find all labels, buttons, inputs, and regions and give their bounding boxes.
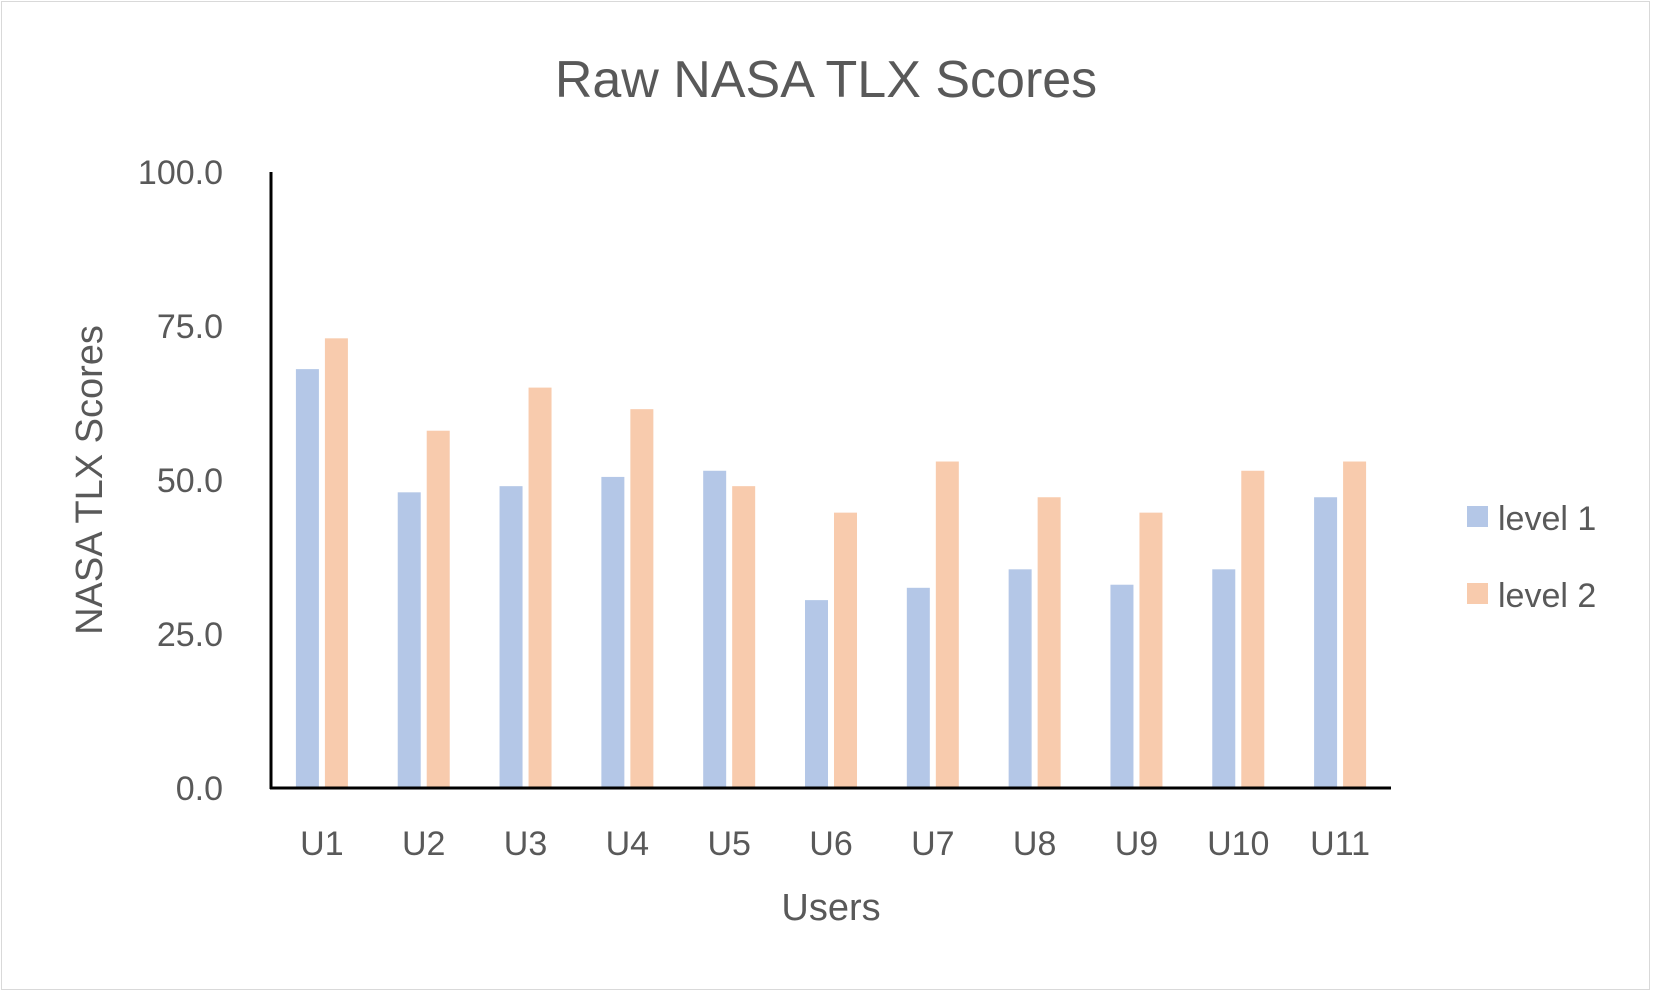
bar-level-2-u7 xyxy=(935,461,959,788)
x-tick-label-u10: U10 xyxy=(1207,825,1269,863)
y-axis-label: NASA TLX Scores xyxy=(69,325,111,635)
y-tick-label-50-0: 50.0 xyxy=(157,462,223,500)
legend-label-level-1: level 1 xyxy=(1498,500,1596,538)
bar-level-1-u7 xyxy=(906,587,930,788)
y-tick-label-100-0: 100.0 xyxy=(138,154,223,192)
bar-level-2-u3 xyxy=(528,387,552,788)
bar-level-2-u1 xyxy=(324,338,348,788)
x-tick-labels: U1 U2 U3 U4 U5 U6 U7 U8 U9 U10 U11 xyxy=(300,825,1370,863)
bar-level-2-u8 xyxy=(1037,497,1061,788)
bar-level-2-u10 xyxy=(1241,470,1265,788)
legend: level 1 level 2 xyxy=(1467,500,1596,615)
bar-level-1-u8 xyxy=(1008,569,1032,788)
y-tick-label-0-0: 0.0 xyxy=(176,770,223,808)
bar-level-1-u1 xyxy=(295,369,319,788)
x-tick-label-u3: U3 xyxy=(504,825,547,863)
bar-level-1-u11 xyxy=(1314,497,1338,788)
x-tick-label-u5: U5 xyxy=(707,825,750,863)
bar-level-2-u11 xyxy=(1343,461,1367,788)
y-tick-label-75-0: 75.0 xyxy=(157,308,223,346)
bars-group xyxy=(295,338,1367,788)
x-tick-label-u11: U11 xyxy=(1310,825,1370,863)
bar-level-1-u2 xyxy=(397,492,421,788)
y-tick-labels: 0.0 25.0 50.0 75.0 100.0 xyxy=(138,154,223,808)
x-tick-label-u9: U9 xyxy=(1115,825,1158,863)
bar-level-2-u4 xyxy=(630,409,654,788)
bar-level-2-u9 xyxy=(1139,512,1163,788)
bar-level-1-u9 xyxy=(1110,584,1134,788)
x-tick-label-u6: U6 xyxy=(809,825,852,863)
legend-swatch-level-1 xyxy=(1467,506,1488,527)
bar-level-1-u4 xyxy=(601,476,625,788)
x-tick-label-u8: U8 xyxy=(1013,825,1056,863)
bar-level-2-u2 xyxy=(426,430,450,788)
x-tick-label-u7: U7 xyxy=(911,825,954,863)
bar-level-2-u6 xyxy=(834,512,857,788)
legend-swatch-level-2 xyxy=(1467,583,1488,604)
x-tick-label-u1: U1 xyxy=(300,825,343,863)
legend-label-level-2: level 2 xyxy=(1498,577,1596,615)
bar-level-1-u10 xyxy=(1212,569,1236,788)
bar-level-1-u3 xyxy=(499,486,523,788)
axes xyxy=(269,172,1391,790)
chart-title: Raw NASA TLX Scores xyxy=(555,51,1097,109)
bar-level-1-u6 xyxy=(805,600,828,788)
x-axis-label: Users xyxy=(781,887,880,929)
bar-level-2-u5 xyxy=(732,486,756,788)
y-tick-label-25-0: 25.0 xyxy=(157,616,223,654)
x-tick-label-u2: U2 xyxy=(402,825,445,863)
bar-level-1-u5 xyxy=(703,470,727,788)
x-tick-label-u4: U4 xyxy=(606,825,649,863)
